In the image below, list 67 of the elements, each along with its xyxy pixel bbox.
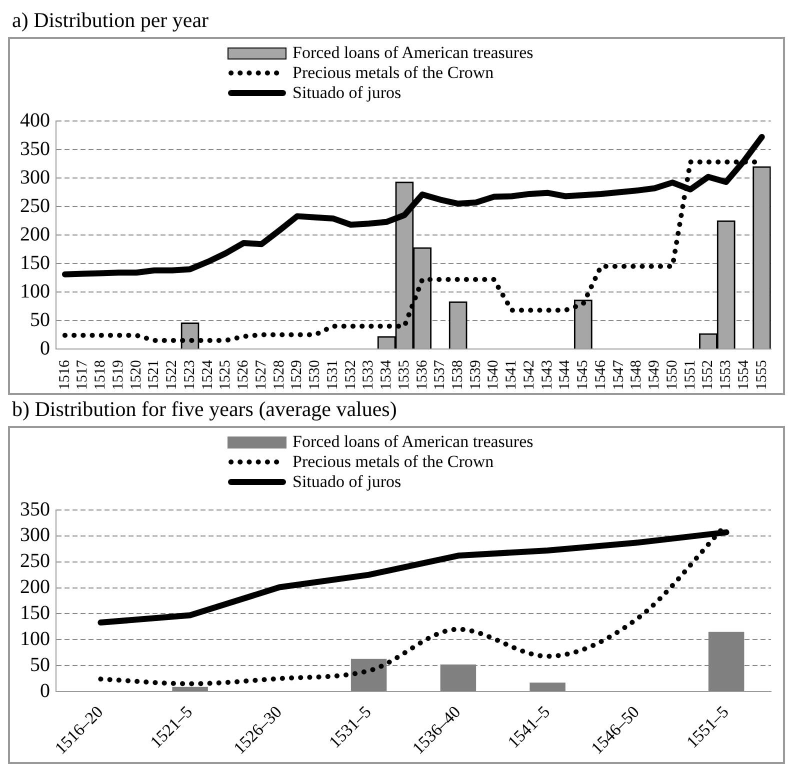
x-tick-label: 1538	[450, 360, 466, 390]
x-tick-label: 1549	[646, 360, 663, 390]
x-tick-label: 1535	[396, 360, 412, 390]
x-tick-label: 1520	[128, 360, 144, 390]
x-tick-label: 1537	[432, 360, 448, 390]
x-tick-label: 1516	[56, 360, 73, 390]
x-tick-label: 1531	[324, 360, 341, 390]
y-tick-label: 100	[20, 280, 50, 302]
y-tick-label: 0	[40, 680, 50, 702]
x-tick-label: 1534	[378, 360, 395, 390]
x-tick-label: 1554	[736, 360, 752, 390]
y-tick-label: 150	[20, 602, 50, 624]
y-tick-label: 150	[20, 252, 50, 274]
y-tick-label: 350	[20, 498, 50, 520]
x-tick-label: 1524	[200, 360, 216, 390]
x-tick-label: 1548	[628, 360, 645, 390]
y-tick-label: 50	[30, 654, 50, 676]
legend-label: Precious metals of the Crown	[292, 63, 494, 83]
x-tick-label: 1530	[307, 360, 324, 390]
x-tick-label: 1555	[754, 360, 770, 390]
y-tick-label: 250	[20, 550, 50, 572]
y-tick-label: 200	[20, 576, 50, 598]
x-tick-label: 1532	[342, 360, 359, 390]
x-tick-label: 1539	[468, 360, 484, 390]
x-tick-label: 1526	[236, 360, 252, 390]
y-tick-label: 350	[20, 138, 50, 160]
x-tick-label: 1546	[592, 360, 609, 390]
x-tick-label: 1533	[360, 360, 377, 390]
y-tick-label: 50	[30, 308, 50, 331]
y-tick-label: 0	[40, 337, 50, 360]
x-tick-label: 1547	[610, 360, 627, 390]
x-tick-label: 1544	[557, 360, 574, 390]
x-tick-label: 1550	[664, 360, 680, 390]
x-tick-label: 1518	[92, 360, 109, 390]
y-tick-label: 300	[20, 166, 50, 188]
chart-title: a) Distribution per year	[12, 8, 210, 33]
chart-title: b) Distribution for five years (average values)	[12, 397, 398, 422]
x-tick-label: 1552	[700, 360, 716, 390]
x-tick-label: 1521	[146, 360, 162, 390]
x-tick-label: 1541	[504, 360, 520, 390]
y-tick-label: 200	[20, 223, 50, 246]
x-tick-label: 1540	[486, 360, 502, 390]
x-tick-label: 1529	[289, 360, 306, 390]
x-tick-label: 1543	[539, 360, 556, 390]
x-tick-label: 1527	[253, 360, 270, 390]
x-tick-label: 1551	[682, 360, 698, 390]
legend-label: Situado of juros	[292, 472, 402, 492]
y-tick-label: 100	[20, 628, 50, 650]
bar	[172, 686, 208, 691]
x-tick-label: 1536	[414, 360, 430, 390]
y-tick-label: 300	[20, 524, 50, 546]
x-tick-label: 1553	[718, 360, 734, 390]
x-tick-label: 1528	[271, 360, 288, 390]
legend-label: Forced loans of American treasures	[292, 43, 534, 63]
x-tick-label: 1517	[74, 360, 91, 390]
legend-label: Precious metals of the Crown	[292, 452, 494, 472]
x-tick-label: 1519	[110, 360, 126, 390]
legend-label: Forced loans of American treasures	[292, 432, 534, 452]
x-tick-label: 1523	[182, 360, 198, 390]
bar	[530, 682, 566, 691]
y-tick-label: 250	[20, 194, 50, 217]
x-tick-label: 1545	[575, 360, 592, 390]
x-tick-label: 1525	[218, 360, 234, 390]
x-tick-label: 1522	[164, 360, 180, 390]
y-tick-label: 400	[20, 109, 50, 132]
legend-label: Situado of juros	[292, 83, 402, 103]
x-tick-label: 1542	[521, 360, 538, 390]
